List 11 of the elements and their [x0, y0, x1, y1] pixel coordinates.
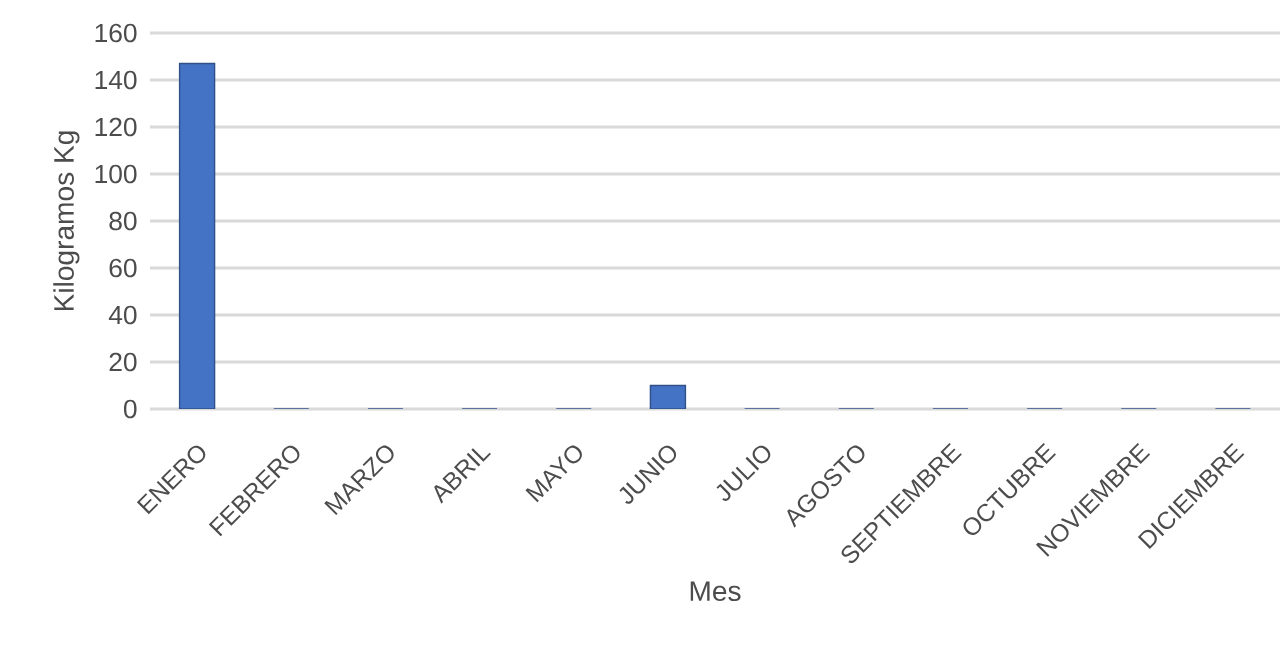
- y-tick-label: 40: [108, 305, 137, 325]
- y-tick-label: 120: [95, 117, 137, 137]
- x-axis-title: Mes: [690, 581, 741, 602]
- y-tick-label: 80: [109, 211, 137, 231]
- y-tick-label: 100: [95, 164, 137, 184]
- y-tick-label: 20: [109, 352, 137, 372]
- y-tick-label: 160: [95, 23, 137, 43]
- y-tick-label: 140: [95, 70, 137, 90]
- y-axis-title: Kilogramos Kg: [53, 131, 80, 311]
- y-tick-label: 60: [109, 258, 137, 278]
- y-tick-label: 0: [123, 399, 137, 419]
